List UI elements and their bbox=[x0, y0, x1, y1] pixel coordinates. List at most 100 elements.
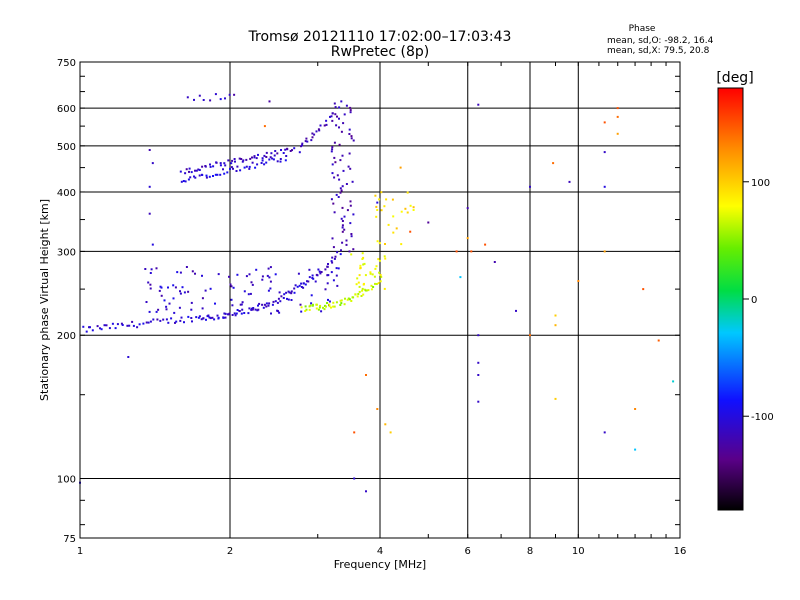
data-point bbox=[272, 158, 275, 161]
data-point bbox=[201, 165, 204, 168]
y-tick-label: 75 bbox=[63, 534, 76, 545]
data-point bbox=[341, 185, 344, 188]
phase-info-o: mean, sd,O: -98.2, 16.4 bbox=[607, 36, 714, 46]
data-point bbox=[131, 320, 134, 323]
data-point bbox=[114, 327, 117, 330]
data-point bbox=[616, 107, 619, 110]
data-point bbox=[248, 167, 251, 170]
data-point bbox=[427, 221, 430, 224]
data-point bbox=[274, 150, 277, 152]
data-point bbox=[406, 191, 409, 194]
data-point bbox=[365, 490, 367, 493]
data-point bbox=[167, 321, 170, 324]
data-point bbox=[296, 285, 299, 288]
data-point bbox=[343, 303, 346, 306]
data-point bbox=[191, 270, 194, 273]
data-point bbox=[554, 314, 557, 317]
data-point bbox=[477, 374, 480, 376]
data-point bbox=[339, 191, 342, 194]
data-point bbox=[361, 258, 364, 260]
data-point bbox=[362, 256, 365, 259]
data-point bbox=[280, 295, 283, 298]
data-point bbox=[332, 305, 335, 308]
data-point bbox=[339, 299, 342, 302]
data-point bbox=[276, 301, 279, 304]
data-point bbox=[311, 274, 314, 277]
y-tick-label: 300 bbox=[57, 247, 76, 258]
data-point bbox=[254, 308, 257, 311]
data-point bbox=[174, 286, 177, 289]
data-point bbox=[268, 158, 271, 161]
data-point bbox=[374, 267, 377, 270]
data-point bbox=[353, 431, 356, 434]
data-point bbox=[370, 288, 373, 291]
data-point bbox=[310, 139, 313, 142]
data-point bbox=[318, 270, 321, 273]
data-point bbox=[145, 321, 148, 324]
axis-ticks: 1 2 4 6 8 10 16 75 100 200 300 400 500 600 750 bbox=[57, 58, 686, 557]
data-point bbox=[287, 298, 290, 301]
data-point bbox=[236, 165, 239, 168]
data-point bbox=[247, 312, 250, 315]
data-point bbox=[160, 294, 163, 297]
data-point bbox=[372, 286, 375, 288]
data-point bbox=[240, 158, 243, 160]
data-point bbox=[156, 318, 159, 321]
data-point bbox=[338, 178, 341, 181]
data-point bbox=[148, 185, 151, 188]
data-point bbox=[181, 286, 184, 289]
data-point bbox=[257, 304, 259, 307]
x-tick-label: 8 bbox=[527, 546, 533, 557]
data-point bbox=[552, 162, 555, 165]
data-point bbox=[231, 159, 234, 162]
data-point bbox=[328, 303, 331, 306]
x-axis-label: Frequency [MHz] bbox=[334, 558, 426, 571]
data-point bbox=[345, 183, 348, 185]
data-point bbox=[265, 156, 268, 158]
data-point bbox=[228, 93, 231, 96]
x-tick-label: 10 bbox=[572, 546, 585, 557]
data-point bbox=[331, 148, 334, 151]
data-point bbox=[233, 312, 236, 315]
data-point bbox=[312, 303, 314, 306]
data-point bbox=[243, 290, 246, 293]
data-point bbox=[103, 324, 106, 327]
data-point bbox=[349, 200, 352, 203]
data-point bbox=[387, 223, 390, 226]
data-point bbox=[326, 282, 329, 285]
data-point bbox=[373, 275, 376, 278]
data-point bbox=[184, 172, 187, 175]
data-point bbox=[212, 175, 214, 177]
data-point bbox=[362, 293, 365, 296]
data-point bbox=[328, 300, 331, 303]
data-point bbox=[330, 115, 333, 118]
data-point bbox=[378, 242, 381, 245]
data-point bbox=[194, 176, 197, 179]
data-point bbox=[477, 400, 480, 403]
data-point bbox=[383, 255, 386, 258]
data-point bbox=[338, 143, 341, 146]
x-tick-label: 16 bbox=[674, 546, 687, 557]
data-point bbox=[384, 243, 386, 245]
data-point bbox=[313, 133, 316, 136]
data-point bbox=[267, 289, 270, 292]
data-point bbox=[232, 286, 235, 289]
data-point bbox=[324, 288, 327, 291]
data-point bbox=[330, 260, 333, 263]
data-point bbox=[198, 174, 201, 177]
data-point bbox=[374, 194, 377, 197]
data-point bbox=[162, 318, 165, 321]
data-point bbox=[319, 272, 322, 275]
data-point bbox=[307, 280, 310, 283]
data-point bbox=[603, 185, 606, 188]
data-point bbox=[261, 303, 264, 306]
y-tick-label: 600 bbox=[57, 104, 76, 115]
data-point bbox=[319, 124, 322, 127]
data-point bbox=[330, 198, 333, 201]
data-point bbox=[195, 316, 198, 319]
data-point bbox=[332, 202, 335, 205]
data-point bbox=[149, 272, 152, 274]
data-point bbox=[315, 307, 318, 310]
data-point bbox=[231, 314, 234, 316]
